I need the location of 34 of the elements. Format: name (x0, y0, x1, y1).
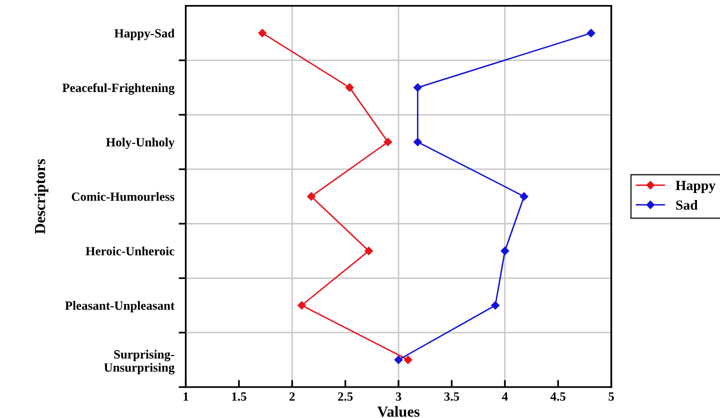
x-tick-label: 4.5 (550, 392, 566, 401)
point (491, 301, 500, 310)
y-tick-label: Surprising- Unsurprising (104, 350, 175, 374)
y-tick-label: Heroic-Unheroic (86, 246, 174, 256)
point (414, 138, 422, 146)
legend-label: Sad (676, 200, 698, 210)
point (364, 246, 373, 256)
legend-label: Happy (676, 180, 716, 194)
point (345, 83, 354, 92)
point (394, 356, 403, 364)
point (384, 138, 392, 146)
point (414, 83, 422, 92)
y-tick-label: Peaceful-Frightening (62, 83, 175, 95)
point (258, 28, 266, 38)
x-axis-title: Values (377, 406, 420, 417)
point (520, 192, 528, 201)
y-tick-label: Holy-Unholy (106, 138, 175, 150)
x-tick-label: 1.5 (232, 392, 246, 401)
y-tick-label: Comic-Humourless (72, 192, 174, 201)
y-tick-label: Happy-Sad (114, 28, 175, 40)
y-tick-label: Pleasant-Unpleasant (65, 301, 175, 312)
point (298, 301, 306, 310)
x-tick-label: 3 (396, 392, 402, 401)
point (586, 28, 596, 38)
x-tick-label: 2 (290, 392, 295, 401)
x-tick-label: 5 (608, 392, 614, 401)
point (307, 192, 316, 201)
x-tick-label: 2.5 (338, 392, 353, 401)
point (500, 246, 510, 256)
x-tick-label: 4 (502, 392, 508, 401)
x-tick-label: 1 (184, 392, 188, 401)
point (404, 356, 412, 364)
x-tick-label: 3.5 (444, 392, 460, 401)
y-axis-title: Descriptors (34, 159, 48, 234)
